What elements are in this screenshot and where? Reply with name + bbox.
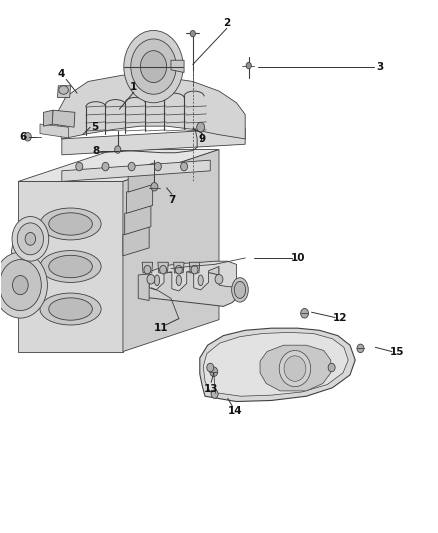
Polygon shape: [52, 110, 75, 127]
Ellipse shape: [154, 275, 159, 286]
Text: 14: 14: [228, 406, 243, 416]
Text: 4: 4: [57, 69, 65, 79]
Circle shape: [102, 163, 109, 171]
Circle shape: [357, 344, 364, 353]
Circle shape: [25, 232, 35, 245]
Text: 6: 6: [20, 132, 27, 142]
Polygon shape: [158, 262, 168, 273]
Circle shape: [141, 51, 166, 83]
Circle shape: [12, 276, 28, 295]
Polygon shape: [40, 124, 68, 138]
Circle shape: [154, 163, 161, 171]
Circle shape: [328, 364, 335, 372]
Ellipse shape: [234, 281, 246, 298]
Ellipse shape: [40, 251, 101, 282]
Circle shape: [246, 62, 251, 69]
Text: 2: 2: [223, 18, 230, 28]
Polygon shape: [171, 60, 184, 72]
Text: 13: 13: [204, 384, 219, 394]
Ellipse shape: [49, 298, 92, 320]
Polygon shape: [123, 227, 149, 256]
Polygon shape: [125, 205, 151, 235]
Polygon shape: [62, 160, 210, 181]
Circle shape: [211, 390, 218, 398]
Ellipse shape: [279, 351, 311, 386]
Circle shape: [159, 265, 166, 274]
Polygon shape: [62, 128, 245, 155]
Ellipse shape: [198, 275, 203, 286]
Circle shape: [207, 364, 214, 372]
Text: 10: 10: [290, 253, 305, 263]
Polygon shape: [127, 184, 152, 213]
Polygon shape: [43, 110, 53, 126]
Polygon shape: [123, 150, 219, 352]
Polygon shape: [189, 262, 200, 273]
Ellipse shape: [59, 86, 68, 94]
Circle shape: [151, 182, 158, 191]
Polygon shape: [203, 333, 348, 396]
Ellipse shape: [232, 278, 248, 302]
Circle shape: [215, 274, 223, 284]
Circle shape: [124, 30, 183, 103]
Ellipse shape: [40, 208, 101, 240]
Circle shape: [175, 265, 182, 274]
Circle shape: [76, 163, 83, 171]
Circle shape: [12, 236, 38, 268]
Polygon shape: [142, 262, 152, 273]
Polygon shape: [200, 328, 355, 401]
Text: 1: 1: [130, 82, 138, 92]
Text: 3: 3: [376, 62, 383, 71]
Circle shape: [12, 216, 49, 261]
Ellipse shape: [40, 293, 101, 325]
Circle shape: [0, 260, 41, 311]
Text: 8: 8: [92, 146, 99, 156]
Ellipse shape: [284, 356, 306, 381]
Polygon shape: [173, 262, 184, 273]
Circle shape: [190, 30, 195, 37]
Circle shape: [128, 163, 135, 171]
Circle shape: [300, 309, 308, 318]
Polygon shape: [140, 272, 240, 306]
Text: 15: 15: [390, 346, 404, 357]
Circle shape: [147, 274, 155, 284]
Polygon shape: [128, 163, 154, 192]
Circle shape: [210, 367, 218, 376]
Polygon shape: [57, 75, 245, 139]
Polygon shape: [149, 261, 237, 291]
Polygon shape: [57, 86, 71, 98]
Circle shape: [191, 265, 198, 274]
Polygon shape: [18, 150, 219, 181]
Polygon shape: [18, 181, 123, 352]
Text: 7: 7: [168, 195, 176, 205]
Ellipse shape: [49, 255, 92, 278]
Ellipse shape: [176, 275, 181, 286]
Circle shape: [144, 265, 151, 274]
Circle shape: [180, 163, 187, 171]
Polygon shape: [260, 345, 331, 391]
Polygon shape: [138, 274, 149, 301]
Text: 5: 5: [91, 122, 98, 132]
Circle shape: [197, 123, 205, 132]
Circle shape: [17, 223, 43, 255]
Text: 9: 9: [199, 134, 206, 144]
Ellipse shape: [49, 213, 92, 235]
Circle shape: [131, 39, 176, 94]
Text: 12: 12: [333, 312, 348, 322]
Circle shape: [24, 133, 31, 141]
Circle shape: [115, 146, 121, 154]
Text: 11: 11: [154, 323, 169, 333]
Circle shape: [0, 252, 47, 318]
